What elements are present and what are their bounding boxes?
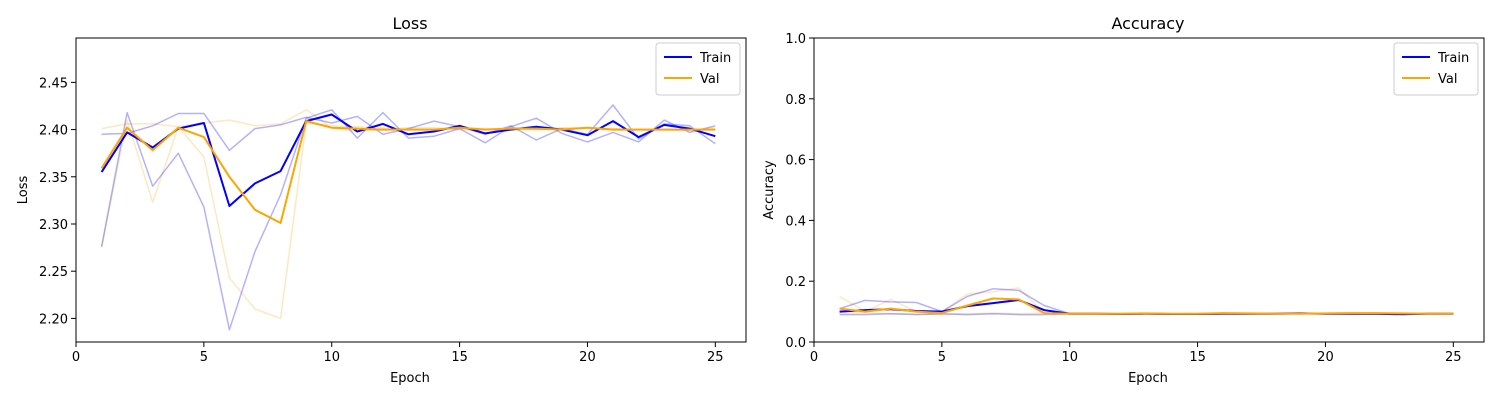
accuracy-ytick-label: 0.6 xyxy=(785,154,806,169)
loss-ytick-label: 2.45 xyxy=(39,76,68,91)
loss-ytick-label: 2.25 xyxy=(39,265,68,280)
accuracy-ylabel: Accuracy xyxy=(762,160,777,220)
loss-lines xyxy=(100,104,716,331)
loss-series-val-line xyxy=(100,120,716,224)
accuracy-xtick-label: 25 xyxy=(1445,350,1462,365)
accuracy-ytick-label: 0.4 xyxy=(785,214,806,229)
loss-xtick-label: 10 xyxy=(323,350,340,365)
loss-series-run-3-line xyxy=(100,109,716,331)
loss-ticks: 0 5 10 15 20 25 2.20 2.25 2.30 2.35 2.40 2.45 xyxy=(39,76,724,365)
loss-xtick-label: 20 xyxy=(579,350,596,365)
accuracy-xtick-label: 5 xyxy=(938,350,946,365)
accuracy-series-val-line xyxy=(839,297,1454,315)
loss-ylabel: Loss xyxy=(16,176,31,205)
loss-legend: Train Val xyxy=(655,42,741,96)
accuracy-series-run-4-line xyxy=(839,287,1454,315)
accuracy-xtick-label: 10 xyxy=(1061,350,1078,365)
accuracy-panel: Accuracy Epoch Accuracy 0 5 10 15 20 25 0.0 0.2… xyxy=(762,14,1485,386)
loss-title: Loss xyxy=(392,14,427,33)
accuracy-legend: Train Val xyxy=(1393,42,1479,96)
accuracy-axes-frame xyxy=(813,37,1485,343)
loss-legend-label: Train xyxy=(699,51,731,66)
loss-ytick-label: 2.30 xyxy=(39,218,68,233)
loss-legend-label: Val xyxy=(700,72,719,87)
accuracy-ytick-label: 0.8 xyxy=(785,93,806,108)
accuracy-ytick-label: 0.2 xyxy=(785,275,806,290)
loss-xtick-label: 15 xyxy=(451,350,468,365)
loss-series-run-5-line xyxy=(100,119,716,320)
loss-ytick-label: 2.40 xyxy=(39,124,68,139)
loss-xtick-label: 0 xyxy=(72,350,80,365)
accuracy-ticks: 0 5 10 15 20 25 0.0 0.2 0.4 0.6 0.8 1.0 xyxy=(785,32,1461,365)
loss-xtick-label: 5 xyxy=(200,350,208,365)
loss-xlabel: Epoch xyxy=(390,371,430,386)
loss-panel: Loss Epoch Loss 0 5 10 15 20 25 2.20 2.25 2.30 2.… xyxy=(16,14,747,386)
accuracy-lines xyxy=(839,287,1454,316)
loss-ytick-label: 2.35 xyxy=(39,171,68,186)
accuracy-xtick-label: 20 xyxy=(1317,350,1334,365)
loss-axes-frame xyxy=(75,37,747,343)
accuracy-ytick-label: 0.0 xyxy=(785,336,806,351)
accuracy-xtick-label: 15 xyxy=(1189,350,1206,365)
accuracy-title: Accuracy xyxy=(1111,14,1184,33)
loss-series-train-line xyxy=(100,113,716,207)
accuracy-legend-label: Train xyxy=(1437,51,1469,66)
accuracy-legend-label: Val xyxy=(1438,72,1457,87)
loss-xtick-label: 25 xyxy=(707,350,724,365)
accuracy-xlabel: Epoch xyxy=(1128,371,1168,386)
loss-ytick-label: 2.20 xyxy=(39,312,68,327)
accuracy-xtick-label: 0 xyxy=(810,350,818,365)
accuracy-series-run-2-line xyxy=(839,288,1454,315)
accuracy-ytick-label: 1.0 xyxy=(785,32,806,47)
